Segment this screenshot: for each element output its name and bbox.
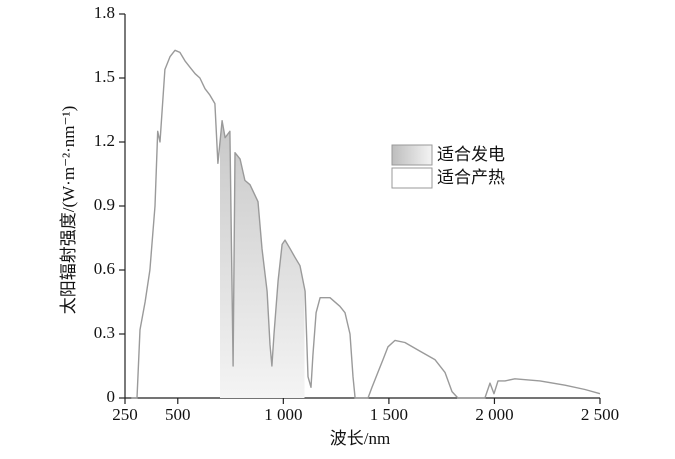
x-tick-label: 1 500: [370, 405, 408, 424]
spectrum-line: [131, 49, 601, 399]
x-tick-label: 250: [112, 405, 138, 424]
y-axis-label: 太阳辐射强度/(W·m⁻²·nm⁻¹): [59, 106, 78, 315]
y-tick-label: 0.9: [94, 195, 115, 214]
y-tick-label: 0.6: [94, 259, 115, 278]
y-tick-label: 1.8: [94, 3, 115, 22]
region-area: [220, 120, 305, 398]
y-tick-label: 1.5: [94, 67, 115, 86]
x-tick-label: 500: [165, 405, 191, 424]
legend-swatch: [391, 144, 433, 166]
x-tick-label: 2 500: [581, 405, 619, 424]
y-tick-label: 0.3: [94, 323, 115, 342]
legend-swatch: [391, 167, 433, 189]
x-axis-label: 波长/nm: [330, 429, 390, 448]
x-tick-label: 2 000: [475, 405, 513, 424]
x-tick-label: 1 000: [264, 405, 302, 424]
legend-label: 适合产热: [437, 168, 505, 187]
y-tick-label: 1.2: [94, 131, 115, 150]
y-tick-label: 0: [107, 387, 116, 406]
legend-label: 适合发电: [437, 145, 505, 164]
